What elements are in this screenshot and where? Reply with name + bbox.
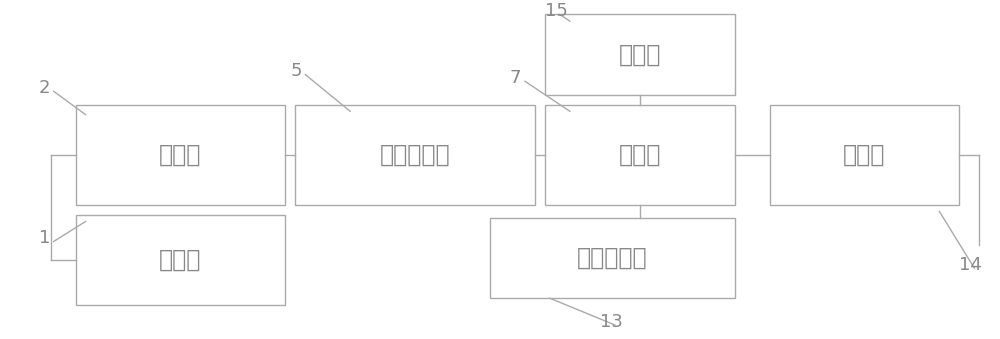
Bar bbox=[770, 105, 959, 205]
Text: 15: 15 bbox=[545, 2, 568, 20]
Text: 电动机: 电动机 bbox=[159, 143, 202, 167]
Bar bbox=[76, 215, 285, 305]
Text: 电解炉: 电解炉 bbox=[843, 143, 886, 167]
Bar bbox=[490, 218, 735, 298]
Text: 时间继电器: 时间继电器 bbox=[577, 246, 648, 270]
Text: 13: 13 bbox=[600, 313, 623, 331]
Bar bbox=[295, 105, 535, 205]
Text: 仓打器: 仓打器 bbox=[619, 43, 661, 66]
Text: 7: 7 bbox=[510, 69, 521, 87]
Bar bbox=[76, 105, 285, 205]
Text: 1: 1 bbox=[39, 229, 50, 247]
Text: 传动螺旋机: 传动螺旋机 bbox=[380, 143, 450, 167]
Bar bbox=[545, 105, 735, 205]
Text: 变频器: 变频器 bbox=[159, 248, 202, 272]
Text: 送料斗: 送料斗 bbox=[619, 143, 661, 167]
Text: 5: 5 bbox=[290, 62, 302, 80]
Bar bbox=[545, 15, 735, 95]
Text: 14: 14 bbox=[959, 256, 982, 274]
Text: 2: 2 bbox=[39, 79, 50, 97]
